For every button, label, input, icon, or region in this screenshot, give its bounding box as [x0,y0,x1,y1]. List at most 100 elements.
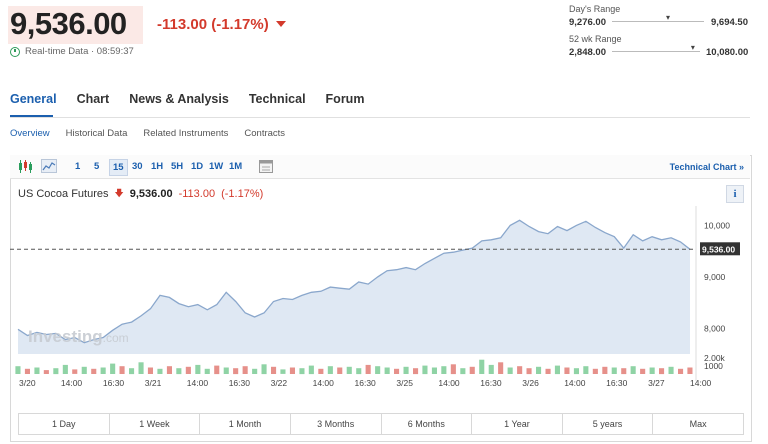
week52-range-marker-icon: ▾ [690,43,695,52]
week52-range-low: 2,848.00 [569,47,606,58]
volume-bar [507,367,513,374]
volume-bar [365,364,371,374]
volume-bar [554,365,560,375]
tab-chart[interactable]: Chart [76,92,110,106]
volume-bar [157,368,163,374]
day-range-high: 9,694.50 [711,17,748,28]
interval-1w[interactable]: 1W [209,161,224,172]
investing-watermark: Investing.com [28,327,129,346]
volume-bar [356,368,362,375]
interval-5[interactable]: 5 [94,161,100,172]
period-1-week[interactable]: 1 Week [110,414,201,434]
time-tick-label: 14:00 [187,378,209,388]
main-tabs: General Chart News & Analysis Technical … [10,92,364,106]
instrument-name: US Cocoa Futures [18,188,109,200]
period-5-years[interactable]: 5 years [563,414,654,434]
chart-toolbar: 1 5 15 30 1H 5H 1D 1W 1M [10,155,750,179]
volume-bar [15,366,21,374]
time-tick-label: 3/25 [396,378,413,388]
volume-bar [687,367,693,374]
active-tab-indicator [10,115,53,117]
time-tick-label: 3/27 [648,378,665,388]
volume-bar [24,368,30,374]
time-tick-label: 14:00 [438,378,460,388]
tab-forum[interactable]: Forum [325,92,365,106]
volume-bar [110,363,116,374]
volume-bar [34,367,40,374]
interval-15[interactable]: 15 [109,159,128,176]
volume-bar [659,368,665,375]
volume-bar [469,366,475,374]
tab-general[interactable]: General [10,92,57,106]
volume-bar [81,366,87,374]
volume-bar [195,364,201,374]
interval-5h[interactable]: 5H [171,161,184,172]
week52-range-label: 52 wk Range [569,34,622,44]
period-1-month[interactable]: 1 Month [200,414,291,434]
volume-bar [299,368,305,375]
volume-tick-label: 1000 [704,361,723,371]
price-chart[interactable]: Investing.com 10,0009,0008,0002.00k1000 … [10,206,750,411]
volume-bar [649,367,655,374]
volume-bar [119,366,125,374]
period-1-year[interactable]: 1 Year [472,414,563,434]
subnav-historical-data[interactable]: Historical Data [65,128,128,139]
interval-1m[interactable]: 1M [229,161,243,172]
info-icon[interactable]: i [726,185,744,203]
volume-tick-label: 2.00k [704,353,726,363]
down-arrow-small-icon: 🡇 [114,188,124,198]
interval-1h[interactable]: 1H [151,161,164,172]
down-arrow-icon [276,21,286,27]
subnav-overview[interactable]: Overview [10,128,50,139]
interval-1[interactable]: 1 [75,161,81,172]
time-tick-label: 14:00 [690,378,712,388]
volume-bar [43,370,49,374]
period-3-months[interactable]: 3 Months [291,414,382,434]
volume-bar [280,369,286,374]
volume-bar [176,368,182,375]
day-range-low: 9,276.00 [569,17,606,28]
volume-bar [138,362,144,374]
area-chart-icon[interactable] [41,159,57,173]
volume-bar [668,366,674,374]
time-tick-label: 16:30 [355,378,377,388]
instrument-change-pct: (-1.17%) [221,188,264,200]
volume-bar [53,368,59,375]
current-price-badge [700,242,740,256]
day-range-label: Day's Range [569,4,621,14]
last-price: 9,536.00 [10,6,127,41]
price-highlight [8,6,143,44]
period-6-months[interactable]: 6 Months [382,414,473,434]
volume-bar [583,366,589,374]
time-tick-label: 16:30 [480,378,502,388]
period-max[interactable]: Max [689,419,707,429]
subnav-related-instruments[interactable]: Related Instruments [143,128,229,139]
sub-navigation: Overview Historical Data Related Instrum… [10,128,285,139]
technical-chart-link[interactable]: Technical Chart » [669,162,744,172]
interval-1d[interactable]: 1D [191,161,204,172]
price-tick-label: 8,000 [704,323,726,333]
subnav-contracts[interactable]: Contracts [244,128,286,139]
time-tick-label: 14:00 [564,378,586,388]
volume-bar [394,368,400,374]
time-tick-label: 16:30 [606,378,628,388]
volume-bar [233,368,239,375]
volume-bar [271,366,277,374]
instrument-price: 9,536.00 [129,188,173,200]
volume-bar [289,367,295,374]
tab-technical[interactable]: Technical [248,92,306,106]
candlestick-icon[interactable] [18,160,32,173]
time-tick-label: 14:00 [313,378,335,388]
interval-30[interactable]: 30 [132,161,143,172]
time-tick-label: 16:30 [229,378,251,388]
time-tick-label: 14:00 [61,378,83,388]
calendar-icon[interactable] [259,159,273,173]
volume-bar [573,368,579,375]
volume-bar [422,365,428,375]
volume-bar [214,365,220,375]
volume-bar [308,365,314,375]
period-1-day[interactable]: 1 Day [19,414,110,434]
tab-news-analysis[interactable]: News & Analysis [129,92,229,106]
volume-bar [337,367,343,374]
volume-bar [488,364,494,374]
